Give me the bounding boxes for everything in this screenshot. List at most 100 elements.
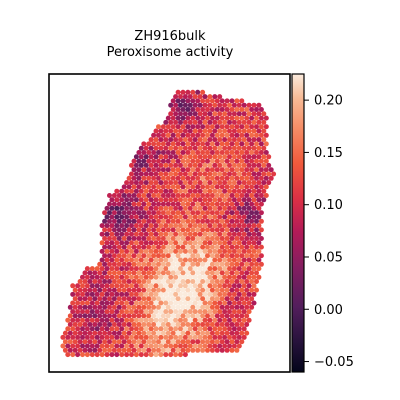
spot	[131, 244, 137, 250]
spot	[138, 180, 144, 186]
spot	[153, 291, 159, 297]
spot	[119, 291, 125, 297]
spot	[224, 150, 230, 155]
spot	[249, 244, 255, 250]
spot	[124, 257, 130, 263]
spot	[75, 291, 81, 297]
spot	[254, 167, 259, 173]
spot	[202, 240, 208, 246]
spot	[261, 188, 267, 194]
spot	[187, 145, 193, 151]
spot	[163, 231, 169, 237]
spot	[192, 171, 198, 177]
spot	[158, 283, 164, 289]
spot	[249, 175, 255, 181]
spot	[244, 158, 250, 164]
spot	[254, 236, 259, 241]
spot	[229, 115, 235, 121]
spot	[246, 171, 252, 177]
spot-layer	[60, 89, 277, 358]
spot	[231, 223, 237, 229]
spot	[111, 270, 117, 276]
spot	[173, 266, 179, 272]
spot	[156, 330, 161, 336]
spot	[256, 248, 262, 254]
spot	[187, 240, 193, 246]
spot	[205, 218, 210, 224]
spot	[141, 175, 147, 181]
spot	[258, 150, 264, 155]
spot	[202, 119, 208, 125]
spot	[129, 197, 134, 203]
spot	[246, 102, 252, 108]
spot	[75, 309, 81, 315]
spot	[126, 227, 132, 233]
spot	[200, 132, 206, 138]
spot	[217, 309, 223, 315]
spot	[192, 326, 198, 332]
spot	[200, 296, 206, 302]
spot	[207, 274, 213, 280]
spot	[170, 227, 176, 233]
spot	[170, 193, 176, 198]
spot	[197, 248, 203, 254]
spot	[72, 287, 78, 293]
spot	[109, 317, 115, 323]
spot	[229, 347, 235, 353]
spot	[222, 231, 228, 237]
spot	[185, 322, 191, 327]
spot	[158, 326, 164, 332]
spot	[244, 193, 250, 198]
spot	[229, 261, 235, 267]
spot	[197, 266, 203, 272]
spot	[207, 94, 213, 100]
spot	[121, 261, 127, 267]
spot	[70, 334, 76, 340]
spot	[251, 128, 257, 134]
spot	[241, 309, 247, 315]
spot	[185, 261, 191, 267]
spot	[65, 334, 71, 340]
spot	[148, 162, 154, 168]
spot	[175, 347, 181, 353]
spot	[165, 296, 171, 302]
spot	[241, 205, 247, 211]
spot	[102, 236, 108, 241]
spot	[116, 339, 122, 345]
spot	[102, 313, 108, 319]
spot	[234, 304, 240, 310]
spot	[178, 162, 183, 168]
spot	[212, 223, 218, 229]
spot	[241, 137, 247, 143]
spot	[89, 334, 95, 340]
spot	[82, 313, 88, 319]
spot	[268, 167, 274, 173]
spot	[156, 132, 161, 138]
spot	[190, 132, 196, 138]
spot	[227, 197, 232, 203]
spot	[72, 330, 78, 336]
spot	[256, 119, 262, 125]
spot	[173, 352, 179, 358]
spot	[209, 141, 215, 147]
spot	[190, 279, 196, 284]
spot	[241, 223, 247, 229]
spot	[251, 248, 257, 254]
spot	[148, 283, 154, 289]
spot	[251, 102, 257, 108]
spot	[129, 231, 134, 237]
spot	[111, 218, 117, 224]
spot	[231, 343, 237, 349]
spot	[119, 334, 125, 340]
spot	[99, 343, 105, 349]
spot	[84, 334, 90, 340]
spot	[156, 279, 161, 284]
spot	[251, 145, 257, 151]
spot	[160, 158, 166, 164]
spot	[231, 266, 237, 272]
spot	[251, 171, 257, 177]
spot	[217, 137, 223, 143]
spot	[173, 154, 179, 160]
spot	[60, 334, 66, 340]
spot	[212, 197, 218, 203]
